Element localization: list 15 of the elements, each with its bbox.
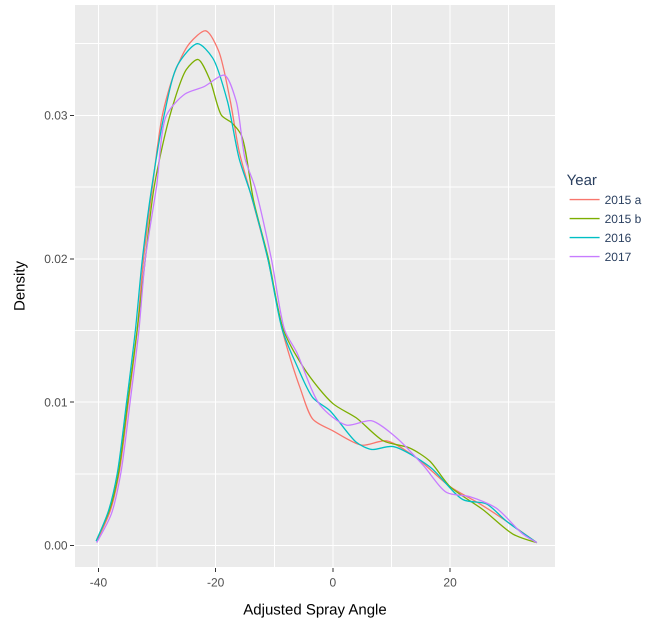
legend-label: 2016 bbox=[604, 231, 632, 246]
x-tick-label: -20 bbox=[206, 575, 225, 590]
x-tick-label: -40 bbox=[90, 575, 108, 590]
x-tick-label: 0 bbox=[330, 575, 337, 590]
legend-label: 2015 b bbox=[604, 212, 642, 226]
legend-title: Year bbox=[566, 172, 597, 190]
y-axis-title: Density bbox=[11, 260, 28, 312]
y-tick-label: 0.01 bbox=[44, 395, 68, 410]
x-axis-title: Adjusted Spray Angle bbox=[243, 601, 387, 618]
y-tick-label: 0.02 bbox=[44, 252, 68, 266]
y-tick-label: 0.03 bbox=[44, 108, 68, 123]
x-tick-label: 20 bbox=[443, 575, 458, 590]
legend-label: 2015 a bbox=[604, 193, 642, 208]
y-tick-label: 0.00 bbox=[44, 538, 68, 553]
legend-label: 2017 bbox=[604, 250, 632, 264]
